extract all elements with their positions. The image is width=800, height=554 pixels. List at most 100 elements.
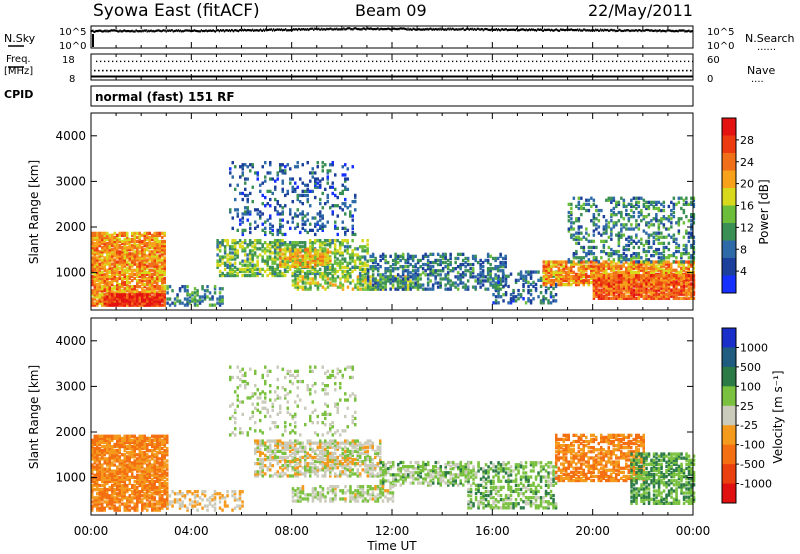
range-cell <box>630 296 633 300</box>
range-cell <box>296 165 299 169</box>
range-cell <box>318 239 322 243</box>
range-cell <box>687 282 691 286</box>
range-cell <box>123 262 126 266</box>
range-cell <box>103 301 106 305</box>
range-cell <box>299 200 302 204</box>
range-cell <box>640 290 643 294</box>
range-cell <box>233 261 237 265</box>
range-cell <box>116 270 119 274</box>
range-cell <box>374 283 377 287</box>
range-cell <box>236 208 239 212</box>
range-cell <box>141 272 144 276</box>
range-cell <box>371 275 375 279</box>
nave-sample <box>516 60 518 63</box>
range-cell <box>121 231 124 235</box>
range-cell <box>349 204 352 208</box>
range-cell <box>98 287 101 291</box>
range-cell <box>655 288 658 292</box>
range-cell <box>351 230 354 235</box>
range-cell <box>121 303 124 307</box>
range-cell <box>118 244 121 248</box>
range-cell <box>363 261 367 265</box>
range-cell <box>258 241 262 245</box>
range-cell <box>304 260 307 264</box>
range-cell <box>136 301 139 305</box>
range-cell <box>173 297 177 301</box>
range-cell <box>289 256 292 260</box>
range-cell <box>356 281 360 285</box>
range-cell <box>406 277 410 281</box>
range-cell <box>301 279 305 283</box>
range-cell <box>229 210 232 214</box>
range-cell <box>524 276 528 280</box>
range-cell <box>246 206 249 210</box>
range-cell <box>206 285 209 289</box>
range-cell <box>600 278 603 282</box>
range-cell <box>326 267 329 271</box>
range-cell <box>253 271 257 276</box>
range-cell <box>567 260 571 264</box>
range-cell <box>645 290 648 294</box>
range-cell <box>544 291 548 295</box>
range-cell <box>359 279 362 283</box>
range-cell <box>106 299 109 303</box>
range-cell <box>306 218 309 222</box>
nave-sample <box>208 60 210 63</box>
range-cell <box>394 256 397 261</box>
range-cell <box>492 284 495 289</box>
range-cell <box>685 266 688 270</box>
range-cell <box>655 282 658 286</box>
range-cell <box>336 263 339 267</box>
nave-marker: .... <box>751 74 764 85</box>
freq-sample <box>198 69 200 72</box>
range-cell <box>261 202 264 206</box>
range-cell <box>680 284 683 288</box>
range-cell <box>161 266 164 270</box>
range-cell <box>677 274 681 278</box>
range-cell <box>672 274 676 278</box>
range-cell <box>366 249 369 253</box>
range-cell <box>486 273 490 277</box>
range-cell <box>512 288 515 293</box>
freq-sample <box>326 69 328 72</box>
range-cell <box>605 270 608 274</box>
range-cell <box>123 299 126 303</box>
range-cell <box>479 273 482 277</box>
range-cell <box>161 252 164 256</box>
range-cell <box>672 296 676 300</box>
range-cell <box>479 271 482 275</box>
range-cell <box>431 252 435 256</box>
range-cell <box>570 270 573 274</box>
range-cell <box>326 252 330 256</box>
range-cell <box>351 265 354 269</box>
range-cell <box>682 262 685 266</box>
range-cell <box>474 279 477 283</box>
range-cell <box>296 260 300 264</box>
range-cell <box>314 250 317 254</box>
range-cell <box>116 252 119 256</box>
range-cell <box>309 254 312 258</box>
range-cell <box>572 276 575 281</box>
range-cell <box>692 266 695 270</box>
freq-sample <box>686 69 688 72</box>
nsearch-marker: ...... <box>757 42 776 53</box>
range-cell <box>281 259 284 263</box>
range-cell <box>103 268 106 272</box>
range-cell <box>542 260 545 264</box>
freq-sample <box>390 69 392 72</box>
range-cell <box>690 286 693 290</box>
range-cell <box>323 271 327 276</box>
range-cell <box>141 266 144 270</box>
range-cell <box>121 293 124 297</box>
range-cell <box>126 233 129 237</box>
range-cell <box>316 281 320 285</box>
range-cell <box>249 210 252 214</box>
range-cell <box>321 214 324 218</box>
range-cell <box>101 297 104 301</box>
range-cell <box>580 280 583 285</box>
range-cell <box>632 290 636 294</box>
range-cell <box>404 279 407 283</box>
range-cell <box>293 271 297 276</box>
range-cell <box>605 260 608 264</box>
range-cell <box>630 276 633 280</box>
